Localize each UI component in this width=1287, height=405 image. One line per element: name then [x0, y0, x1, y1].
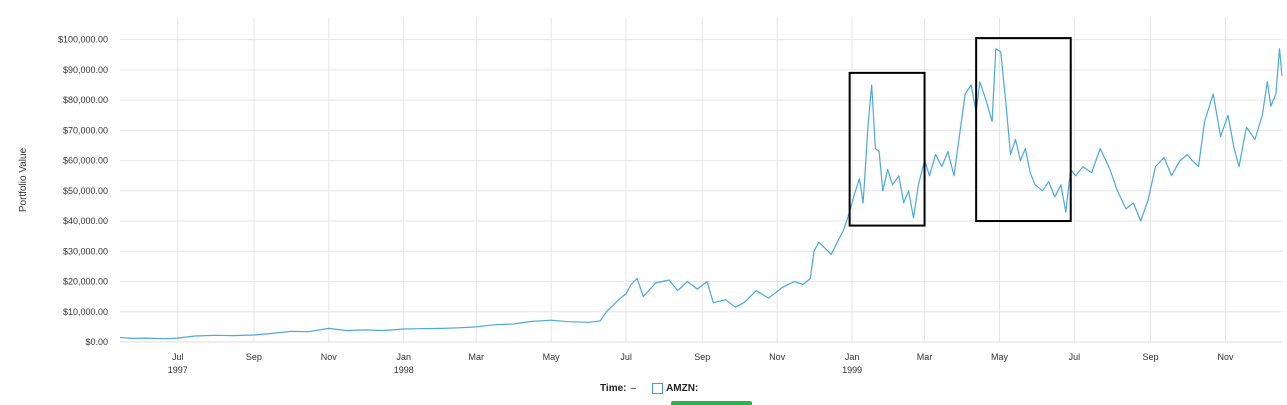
legend-value-bar	[671, 401, 752, 405]
x-tick-label: Nov	[769, 352, 786, 362]
x-tick-year: 1999	[842, 365, 862, 375]
x-tick-year: 1998	[394, 365, 414, 375]
y-tick-label: $100,000.00	[58, 35, 108, 45]
legend-series-swatch[interactable]	[652, 383, 664, 394]
y-tick-label: $20,000.00	[63, 277, 108, 287]
y-tick-label: $90,000.00	[63, 65, 108, 75]
legend-time-value: –	[630, 383, 637, 394]
highlight-box	[848, 71, 926, 227]
y-tick-label: $30,000.00	[63, 246, 108, 256]
x-tick-label: Mar	[917, 352, 933, 362]
x-tick-label: Sep	[1143, 352, 1159, 362]
y-tick-label: $60,000.00	[63, 156, 108, 166]
highlight-boxes	[848, 37, 1072, 227]
x-tick-label: Jul	[620, 352, 632, 362]
x-tick-label: Jul	[172, 352, 184, 362]
grid-lines	[120, 18, 1282, 343]
x-tick-label: Jan	[845, 352, 860, 362]
x-tick-label: Jan	[396, 352, 411, 362]
x-tick-label: May	[991, 352, 1009, 362]
y-axis-ticks: $0.00 $10,000.00 $20,000.00 $30,000.00 $40,0…	[58, 35, 108, 347]
series-line-amzn	[119, 48, 1283, 340]
x-tick-year: 1997	[168, 365, 188, 375]
x-tick-label: Sep	[246, 352, 262, 362]
x-tick-label: May	[543, 352, 561, 362]
x-tick-label: Jul	[1069, 352, 1081, 362]
x-tick-label: Sep	[694, 352, 710, 362]
x-tick-label: Nov	[1217, 352, 1234, 362]
y-tick-label: $80,000.00	[63, 95, 108, 105]
x-axis-ticks: Jul 1997 Sep Nov Jan 1998 Mar May Jul Sep Nov Jan 19…	[168, 352, 1234, 375]
y-tick-label: $0.00	[85, 337, 108, 347]
series-layer	[119, 48, 1283, 340]
legend-series-label: AMZN:	[666, 383, 699, 394]
x-tick-label: Nov	[321, 352, 338, 362]
y-tick-label: $70,000.00	[63, 125, 108, 135]
y-axis-label: Portfolio Value	[18, 147, 29, 212]
y-tick-label: $10,000.00	[63, 307, 108, 317]
chart-legend: Time: – AMZN:	[600, 383, 698, 394]
y-tick-label: $40,000.00	[63, 216, 108, 226]
highlight-box	[975, 37, 1072, 223]
legend-time-label: Time:	[600, 383, 627, 394]
x-tick-label: Mar	[468, 352, 484, 362]
y-tick-label: $50,000.00	[63, 186, 108, 196]
